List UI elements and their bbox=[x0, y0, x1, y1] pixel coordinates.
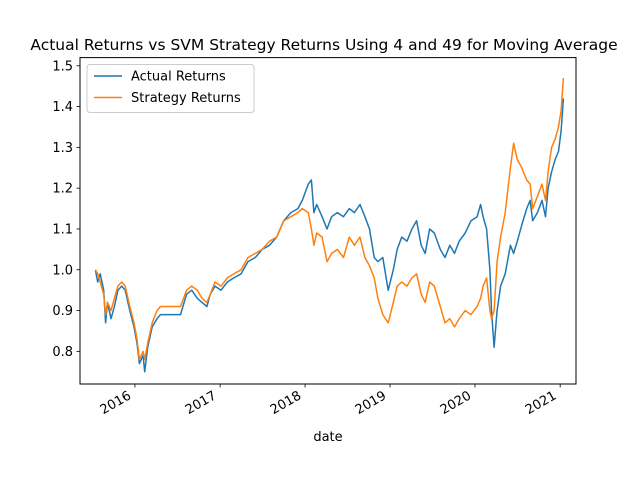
y-axis: 0.8 0.9 1.0 1.1 1.2 1.3 1.4 1.5 bbox=[52, 59, 80, 360]
x-axis: 2016 2017 2018 2019 2020 2021 bbox=[98, 384, 561, 418]
y-tick-label: 1.2 bbox=[52, 182, 73, 197]
x-tick-label: 2019 bbox=[353, 388, 389, 418]
y-tick-label: 1.1 bbox=[52, 222, 73, 237]
legend: Actual Returns Strategy Returns bbox=[86, 64, 255, 113]
y-tick-label: 0.9 bbox=[52, 304, 73, 319]
series-layer bbox=[94, 77, 565, 373]
x-tick-label: 2021 bbox=[523, 388, 559, 418]
x-axis-label: date bbox=[313, 430, 342, 445]
y-tick-label: 1.0 bbox=[52, 263, 73, 278]
y-tick-label: 1.5 bbox=[52, 59, 73, 74]
series-line-strategy-returns bbox=[94, 77, 565, 361]
y-tick-label: 1.3 bbox=[52, 141, 73, 156]
legend-box bbox=[86, 64, 255, 113]
x-tick-label: 2017 bbox=[183, 388, 219, 418]
x-tick-label: 2018 bbox=[268, 388, 304, 418]
legend-label-strategy-returns: Strategy Returns bbox=[131, 91, 241, 106]
chart-title: Actual Returns vs SVM Strategy Returns U… bbox=[30, 36, 617, 54]
legend-label-actual-returns: Actual Returns bbox=[131, 70, 226, 85]
y-tick-label: 0.8 bbox=[52, 345, 73, 360]
x-tick-label: 2016 bbox=[98, 388, 134, 418]
plot-frame bbox=[79, 57, 577, 385]
x-tick-label: 2020 bbox=[438, 388, 474, 418]
y-tick-label: 1.4 bbox=[52, 100, 73, 115]
